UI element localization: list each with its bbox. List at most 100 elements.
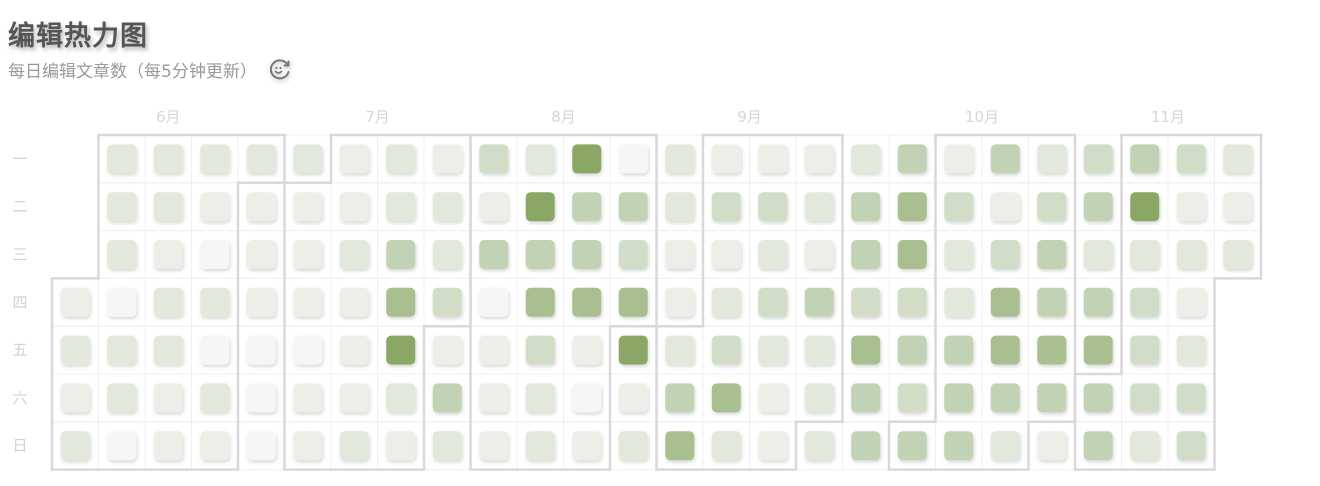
heatmap-cell[interactable] — [944, 192, 974, 222]
heatmap-cell[interactable] — [107, 335, 137, 365]
heatmap-cell[interactable] — [804, 431, 834, 461]
heatmap-cell[interactable] — [990, 287, 1020, 317]
heatmap-cell[interactable] — [851, 240, 881, 269]
heatmap-cell[interactable] — [1037, 192, 1067, 222]
heatmap-cell[interactable] — [804, 144, 834, 174]
heatmap-cell[interactable] — [572, 144, 602, 174]
heatmap-cell[interactable] — [386, 431, 416, 461]
heatmap-cell[interactable] — [711, 287, 741, 317]
heatmap-cell[interactable] — [525, 383, 555, 413]
heatmap-cell[interactable] — [479, 240, 509, 269]
heatmap-cell[interactable] — [525, 144, 555, 174]
heatmap-cell[interactable] — [851, 192, 881, 222]
heatmap-cell[interactable] — [897, 335, 927, 365]
heatmap-cell[interactable] — [990, 240, 1020, 269]
heatmap-cell[interactable] — [1083, 335, 1113, 365]
heatmap-cell[interactable] — [1176, 240, 1206, 269]
heatmap-cell[interactable] — [990, 144, 1020, 174]
heatmap-cell[interactable] — [572, 431, 602, 461]
heatmap-cell[interactable] — [1037, 383, 1067, 413]
heatmap-cell[interactable] — [1176, 192, 1206, 222]
heatmap-cell[interactable] — [432, 192, 462, 222]
heatmap-cell[interactable] — [107, 287, 137, 317]
heatmap-cell[interactable] — [804, 383, 834, 413]
heatmap-cell[interactable] — [432, 431, 462, 461]
heatmap-cell[interactable] — [293, 335, 323, 365]
heatmap-cell[interactable] — [1130, 240, 1160, 269]
heatmap-cell[interactable] — [1037, 335, 1067, 365]
heatmap-cell[interactable] — [153, 431, 183, 461]
heatmap-cell[interactable] — [851, 383, 881, 413]
heatmap-cell[interactable] — [386, 335, 416, 365]
heatmap-cell[interactable] — [1176, 335, 1206, 365]
heatmap-cell[interactable] — [1083, 144, 1113, 174]
heatmap-cell[interactable] — [339, 431, 369, 461]
heatmap-cell[interactable] — [665, 240, 695, 269]
heatmap-cell[interactable] — [1176, 287, 1206, 317]
heatmap-cell[interactable] — [1083, 383, 1113, 413]
heatmap-cell[interactable] — [1037, 431, 1067, 461]
heatmap-cell[interactable] — [479, 335, 509, 365]
heatmap-cell[interactable] — [1223, 144, 1253, 174]
heatmap-cell[interactable] — [851, 287, 881, 317]
refresh-icon[interactable] — [267, 56, 293, 82]
heatmap-cell[interactable] — [60, 287, 90, 317]
heatmap-cell[interactable] — [1083, 431, 1113, 461]
heatmap-cell[interactable] — [200, 287, 230, 317]
heatmap-cell[interactable] — [107, 144, 137, 174]
heatmap-cell[interactable] — [804, 240, 834, 269]
heatmap-cell[interactable] — [618, 240, 648, 269]
heatmap-cell[interactable] — [618, 431, 648, 461]
heatmap-cell[interactable] — [1083, 240, 1113, 269]
heatmap-cell[interactable] — [618, 287, 648, 317]
heatmap-cell[interactable] — [153, 144, 183, 174]
heatmap-cell[interactable] — [711, 144, 741, 174]
heatmap-cell[interactable] — [572, 383, 602, 413]
heatmap-cell[interactable] — [897, 287, 927, 317]
heatmap-cell[interactable] — [572, 240, 602, 269]
heatmap-cell[interactable] — [432, 240, 462, 269]
heatmap-cell[interactable] — [711, 240, 741, 269]
heatmap-cell[interactable] — [1130, 431, 1160, 461]
heatmap-cell[interactable] — [525, 240, 555, 269]
heatmap-cell[interactable] — [200, 240, 230, 269]
heatmap-cell[interactable] — [1176, 144, 1206, 174]
heatmap-cell[interactable] — [246, 240, 276, 269]
heatmap-cell[interactable] — [1223, 192, 1253, 222]
heatmap-cell[interactable] — [711, 192, 741, 222]
heatmap-cell[interactable] — [944, 287, 974, 317]
heatmap-cell[interactable] — [339, 383, 369, 413]
heatmap-cell[interactable] — [525, 192, 555, 222]
heatmap-cell[interactable] — [990, 431, 1020, 461]
heatmap-cell[interactable] — [525, 287, 555, 317]
heatmap-cell[interactable] — [618, 335, 648, 365]
heatmap-cell[interactable] — [432, 335, 462, 365]
heatmap-cell[interactable] — [758, 287, 788, 317]
heatmap-cell[interactable] — [665, 287, 695, 317]
heatmap-cell[interactable] — [1176, 383, 1206, 413]
heatmap-cell[interactable] — [1037, 144, 1067, 174]
heatmap-cell[interactable] — [479, 431, 509, 461]
heatmap-cell[interactable] — [386, 383, 416, 413]
heatmap-cell[interactable] — [897, 192, 927, 222]
heatmap-cell[interactable] — [293, 144, 323, 174]
heatmap-cell[interactable] — [200, 335, 230, 365]
heatmap-cell[interactable] — [386, 240, 416, 269]
heatmap-cell[interactable] — [339, 192, 369, 222]
heatmap-cell[interactable] — [200, 383, 230, 413]
heatmap-cell[interactable] — [479, 383, 509, 413]
heatmap-cell[interactable] — [851, 431, 881, 461]
heatmap-cell[interactable] — [293, 240, 323, 269]
heatmap-cell[interactable] — [339, 144, 369, 174]
heatmap-cell[interactable] — [153, 383, 183, 413]
heatmap-cell[interactable] — [60, 383, 90, 413]
heatmap-cell[interactable] — [107, 383, 137, 413]
heatmap-cell[interactable] — [618, 192, 648, 222]
heatmap-cell[interactable] — [153, 192, 183, 222]
heatmap-cell[interactable] — [339, 240, 369, 269]
heatmap-cell[interactable] — [758, 240, 788, 269]
heatmap-cell[interactable] — [944, 144, 974, 174]
heatmap-cell[interactable] — [246, 192, 276, 222]
heatmap-cell[interactable] — [386, 144, 416, 174]
heatmap-cell[interactable] — [386, 287, 416, 317]
